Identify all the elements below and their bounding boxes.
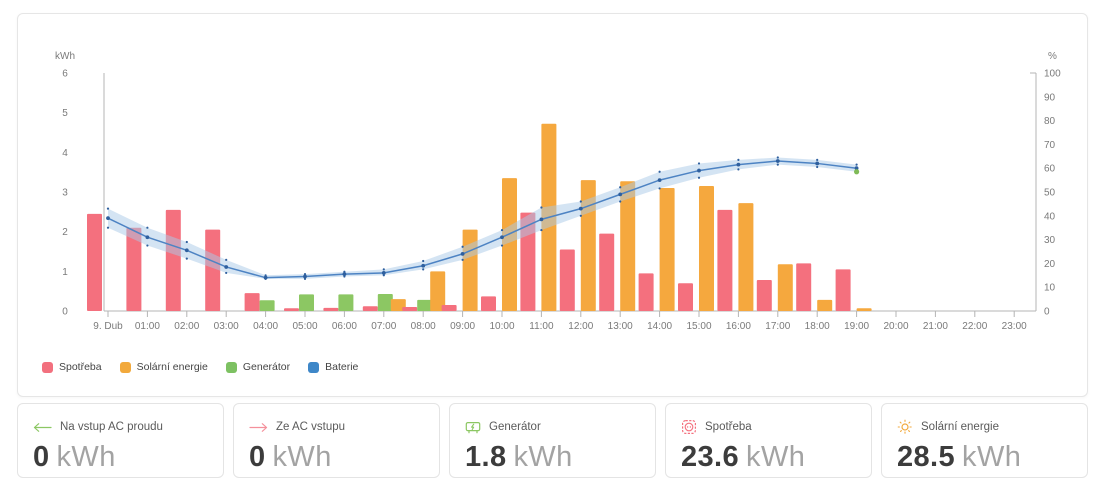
card-solar: Solární energie 28.5 kWh bbox=[881, 403, 1088, 478]
svg-text:02:00: 02:00 bbox=[174, 321, 199, 332]
card-ac-input: Na vstup AC proudu 0 kWh bbox=[17, 403, 224, 478]
card-value: 0 kWh bbox=[249, 441, 332, 473]
svg-text:0: 0 bbox=[1044, 307, 1050, 318]
card-label: Na vstup AC proudu bbox=[60, 421, 163, 433]
svg-text:30: 30 bbox=[1044, 235, 1056, 246]
svg-text:10:00: 10:00 bbox=[489, 321, 514, 332]
card-label: Spotřeba bbox=[705, 421, 752, 433]
legend-label: Spotřeba bbox=[59, 361, 102, 373]
svg-text:14:00: 14:00 bbox=[647, 321, 672, 332]
svg-text:9. Dub: 9. Dub bbox=[93, 321, 123, 332]
svg-text:2: 2 bbox=[62, 227, 68, 238]
legend-label: Generátor bbox=[242, 361, 291, 373]
legend-swatch bbox=[308, 361, 320, 373]
svg-text:%: % bbox=[1048, 51, 1057, 62]
svg-text:23:00: 23:00 bbox=[1002, 321, 1027, 332]
card-ac-output-head: Ze AC vstupu bbox=[249, 419, 425, 435]
socket-icon bbox=[681, 419, 697, 435]
legend-label: Baterie bbox=[325, 361, 359, 373]
chart-legend: Spotřeba Solární energie Generátor Baterie bbox=[42, 361, 358, 373]
svg-text:90: 90 bbox=[1044, 92, 1056, 103]
svg-text:03:00: 03:00 bbox=[214, 321, 239, 332]
svg-text:6: 6 bbox=[62, 69, 68, 80]
card-consumption-head: Spotřeba bbox=[681, 419, 857, 435]
legend-item-3[interactable]: Generátor bbox=[225, 361, 291, 373]
legend-swatch bbox=[225, 361, 237, 373]
card-generator: Generátor 1.8 kWh bbox=[449, 403, 656, 478]
svg-text:19:00: 19:00 bbox=[844, 321, 869, 332]
arrow-left-icon bbox=[33, 422, 52, 433]
legend-item-4[interactable]: Baterie bbox=[308, 361, 358, 373]
svg-text:0: 0 bbox=[62, 307, 68, 318]
svg-text:05:00: 05:00 bbox=[292, 321, 317, 332]
svg-text:1: 1 bbox=[62, 267, 68, 278]
card-label: Ze AC vstupu bbox=[276, 421, 346, 433]
card-consumption: Spotřeba 23.6 kWh bbox=[665, 403, 872, 478]
card-generator-head: Generátor bbox=[465, 419, 641, 435]
energy-chart-plot[interactable]: 9. Dub 01:00 02:00 03:00 04:00 05:00 06:00 07:0… bbox=[18, 14, 1087, 354]
legend-label: Solární energie bbox=[136, 361, 208, 373]
svg-text:10: 10 bbox=[1044, 283, 1056, 294]
card-value: 1.8 kWh bbox=[465, 441, 573, 473]
svg-text:80: 80 bbox=[1044, 116, 1056, 127]
legend-swatch bbox=[119, 361, 131, 373]
svg-text:08:00: 08:00 bbox=[411, 321, 436, 332]
card-value: 23.6 kWh bbox=[681, 441, 806, 473]
svg-text:13:00: 13:00 bbox=[608, 321, 633, 332]
card-value: 0 kWh bbox=[33, 441, 116, 473]
svg-text:01:00: 01:00 bbox=[135, 321, 160, 332]
summary-cards-row: Na vstup AC proudu 0 kWh Ze AC vstupu 0 kW… bbox=[17, 403, 1088, 478]
card-ac-output: Ze AC vstupu 0 kWh bbox=[233, 403, 440, 478]
svg-text:kWh: kWh bbox=[55, 51, 75, 62]
svg-text:100: 100 bbox=[1044, 69, 1061, 80]
svg-text:20:00: 20:00 bbox=[883, 321, 908, 332]
svg-text:4: 4 bbox=[62, 148, 68, 159]
svg-text:50: 50 bbox=[1044, 188, 1056, 199]
legend-swatch bbox=[42, 361, 53, 373]
svg-text:5: 5 bbox=[62, 108, 68, 119]
svg-text:15:00: 15:00 bbox=[686, 321, 711, 332]
svg-text:17:00: 17:00 bbox=[765, 321, 790, 332]
svg-text:06:00: 06:00 bbox=[332, 321, 357, 332]
svg-text:11:00: 11:00 bbox=[529, 321, 554, 332]
svg-text:40: 40 bbox=[1044, 211, 1056, 222]
arrow-right-icon bbox=[249, 422, 268, 433]
svg-text:16:00: 16:00 bbox=[726, 321, 751, 332]
energy-chart-card: 9. Dub 01:00 02:00 03:00 04:00 05:00 06:00 07:0… bbox=[17, 13, 1088, 397]
card-ac-input-head: Na vstup AC proudu bbox=[33, 419, 209, 435]
card-solar-head: Solární energie bbox=[897, 419, 1073, 435]
svg-text:04:00: 04:00 bbox=[253, 321, 278, 332]
svg-text:07:00: 07:00 bbox=[371, 321, 396, 332]
svg-text:21:00: 21:00 bbox=[923, 321, 948, 332]
card-label: Generátor bbox=[489, 421, 541, 433]
legend-item-2[interactable]: Solární energie bbox=[119, 361, 208, 373]
svg-text:60: 60 bbox=[1044, 164, 1056, 175]
svg-text:20: 20 bbox=[1044, 259, 1056, 270]
svg-text:3: 3 bbox=[62, 188, 68, 199]
sun-icon bbox=[897, 419, 913, 435]
card-label: Solární energie bbox=[921, 421, 999, 433]
generator-icon bbox=[465, 419, 481, 435]
svg-text:70: 70 bbox=[1044, 140, 1056, 151]
legend-item-1[interactable]: Spotřeba bbox=[42, 361, 102, 373]
svg-text:18:00: 18:00 bbox=[805, 321, 830, 332]
svg-text:09:00: 09:00 bbox=[450, 321, 475, 332]
svg-text:12:00: 12:00 bbox=[568, 321, 593, 332]
card-value: 28.5 kWh bbox=[897, 441, 1022, 473]
svg-text:22:00: 22:00 bbox=[962, 321, 987, 332]
